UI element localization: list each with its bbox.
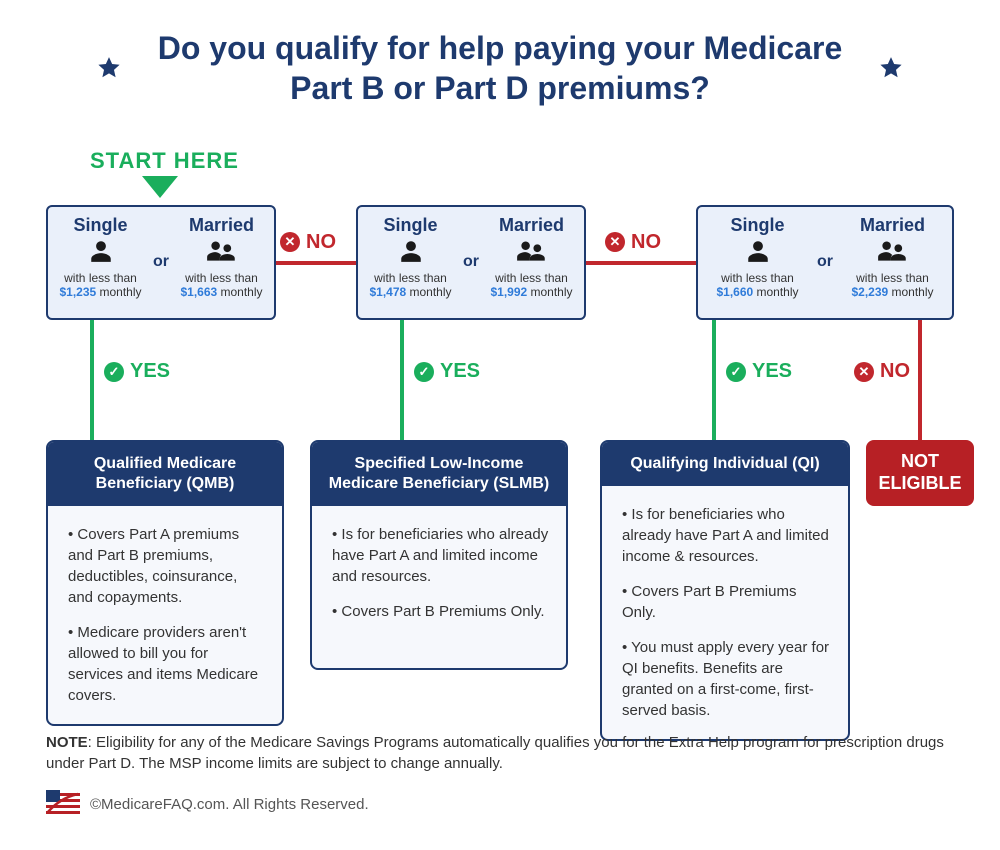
single-threshold: with less than$1,235 monthly (58, 271, 143, 300)
single-label: Single (58, 215, 143, 236)
page-title: Do you qualify for help paying your Medi… (140, 28, 860, 108)
married-threshold: with less than$1,992 monthly (489, 271, 574, 300)
yes-label-0: ✓YES (104, 360, 170, 383)
married-label: Married (179, 215, 264, 236)
single-col: Single with less than$1,478 monthly (364, 215, 457, 308)
start-here-label: START HERE (90, 148, 239, 174)
result-title: Specified Low-Income Medicare Beneficiar… (312, 442, 566, 506)
people-icon (489, 238, 574, 269)
result-bullet: • Covers Part B Premiums Only. (622, 581, 832, 623)
single-threshold: with less than$1,660 monthly (708, 271, 807, 300)
person-icon (368, 238, 453, 269)
result-box-1: Specified Low-Income Medicare Beneficiar… (310, 440, 568, 670)
yes-connector-0 (90, 320, 94, 440)
copyright-text: ©MedicareFAQ.com. All Rights Reserved. (90, 796, 369, 813)
title-row: Do you qualify for help paying your Medi… (0, 28, 1000, 108)
people-icon (179, 238, 264, 269)
single-col: Single with less than$1,660 monthly (704, 215, 811, 308)
x-icon: ✕ (605, 232, 625, 252)
check-icon: ✓ (414, 362, 434, 382)
single-threshold: with less than$1,478 monthly (368, 271, 453, 300)
no-connector-final (918, 320, 922, 440)
yes-connector-2 (712, 320, 716, 440)
flag-icon (46, 790, 80, 818)
or-label: or (811, 215, 839, 308)
result-bullet: • Is for beneficiaries who already have … (332, 524, 550, 587)
x-icon: ✕ (854, 362, 874, 382)
decision-box-0: Single with less than$1,235 monthlyorMarr… (46, 205, 276, 320)
no-label-1: ✕NO (605, 231, 661, 254)
people-icon (843, 238, 942, 269)
married-col: Married with less than$1,663 monthly (175, 215, 268, 308)
decision-box-1: Single with less than$1,478 monthlyorMarr… (356, 205, 586, 320)
result-title: Qualifying Individual (QI) (602, 442, 848, 486)
single-label: Single (368, 215, 453, 236)
or-label: or (147, 215, 175, 308)
yes-label-2: ✓YES (726, 360, 792, 383)
check-icon: ✓ (104, 362, 124, 382)
result-body: • Covers Part A premiums and Part B prem… (48, 506, 282, 724)
result-bullet: • Is for beneficiaries who already have … (622, 504, 832, 567)
married-col: Married with less than$1,992 monthly (485, 215, 578, 308)
note-text: NOTE: Eligibility for any of the Medicar… (46, 732, 954, 774)
star-icon (96, 55, 122, 81)
married-threshold: with less than$1,663 monthly (179, 271, 264, 300)
decision-box-2: Single with less than$1,660 monthlyorMarr… (696, 205, 954, 320)
start-arrow-icon (142, 176, 178, 198)
result-bullet: • Covers Part B Premiums Only. (332, 601, 550, 622)
result-title: Qualified Medicare Beneficiary (QMB) (48, 442, 282, 506)
check-icon: ✓ (726, 362, 746, 382)
single-col: Single with less than$1,235 monthly (54, 215, 147, 308)
married-label: Married (489, 215, 574, 236)
note-body: : Eligibility for any of the Medicare Sa… (46, 734, 944, 772)
result-bullet: • Medicare providers aren't allowed to b… (68, 622, 266, 706)
no-connector-1 (586, 261, 696, 265)
not-eligible-box: NOT ELIGIBLE (866, 440, 974, 506)
result-bullet: • You must apply every year for QI benef… (622, 637, 832, 721)
result-box-2: Qualifying Individual (QI) • Is for benef… (600, 440, 850, 741)
x-icon: ✕ (280, 232, 300, 252)
result-bullet: • Covers Part A premiums and Part B prem… (68, 524, 266, 608)
star-icon (878, 55, 904, 81)
single-label: Single (708, 215, 807, 236)
yes-connector-1 (400, 320, 404, 440)
person-icon (58, 238, 143, 269)
married-threshold: with less than$2,239 monthly (843, 271, 942, 300)
note-label: NOTE (46, 734, 88, 751)
or-label: or (457, 215, 485, 308)
no-connector-0 (276, 261, 356, 265)
copyright-row: ©MedicareFAQ.com. All Rights Reserved. (46, 790, 369, 818)
result-body: • Is for beneficiaries who already have … (312, 506, 566, 640)
married-col: Married with less than$2,239 monthly (839, 215, 946, 308)
married-label: Married (843, 215, 942, 236)
result-body: • Is for beneficiaries who already have … (602, 486, 848, 739)
yes-label-1: ✓YES (414, 360, 480, 383)
no-label-0: ✕NO (280, 231, 336, 254)
person-icon (708, 238, 807, 269)
result-box-0: Qualified Medicare Beneficiary (QMB) • Co… (46, 440, 284, 726)
no-label-final: ✕NO (854, 360, 910, 383)
